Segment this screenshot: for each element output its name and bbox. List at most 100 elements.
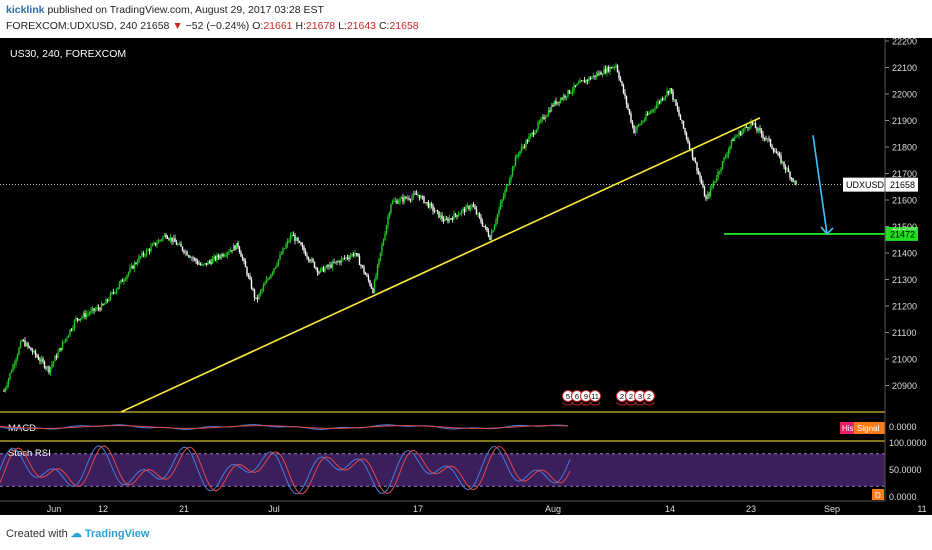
candle-body xyxy=(264,283,266,286)
candle-body xyxy=(273,268,275,273)
candle-body xyxy=(642,121,644,123)
candle-body xyxy=(132,265,134,269)
candle-body xyxy=(16,354,19,360)
candle-body xyxy=(778,153,781,156)
candle-body xyxy=(90,310,92,314)
candle-body xyxy=(316,268,319,273)
flag-icon xyxy=(643,401,655,406)
candle-body xyxy=(315,267,317,269)
candle-body xyxy=(655,104,658,109)
candle-body xyxy=(150,246,152,252)
candle-body xyxy=(429,203,431,208)
candle-body xyxy=(111,292,113,294)
candle-body xyxy=(667,91,670,94)
candle-body xyxy=(12,365,14,372)
stoch-y-tick: 50.0000 xyxy=(889,465,922,475)
candle-body xyxy=(588,77,590,81)
candle-body xyxy=(342,258,344,260)
event-marker-label: 2 xyxy=(629,392,633,401)
candle-body xyxy=(751,121,754,125)
candle-body xyxy=(18,347,20,355)
candle-body xyxy=(42,358,44,362)
x-tick-label: Jul xyxy=(268,504,280,514)
candle-body xyxy=(430,203,433,206)
candle-body xyxy=(720,168,722,172)
candle-body xyxy=(364,272,367,275)
candle-body xyxy=(414,193,416,195)
candle-body xyxy=(67,335,70,338)
candle-body xyxy=(6,384,8,389)
candle-body xyxy=(7,378,10,385)
hist-badge-bg xyxy=(840,422,858,434)
stoch-d-badge: D xyxy=(875,491,881,500)
candle-body xyxy=(265,279,268,284)
candle-body xyxy=(646,114,649,116)
candle-body xyxy=(715,178,718,182)
candle-body xyxy=(52,361,55,365)
candle-body xyxy=(531,132,533,135)
candle-body xyxy=(636,125,638,130)
candle-body xyxy=(295,237,298,241)
candle-body xyxy=(502,196,505,200)
tradingview-brand[interactable]: TradingView xyxy=(84,528,150,540)
candle-body xyxy=(138,256,140,263)
candle-body xyxy=(163,234,166,237)
candle-body xyxy=(522,146,524,148)
high-value: 21678 xyxy=(305,20,336,32)
candle-body xyxy=(390,204,392,213)
candle-body xyxy=(337,261,340,263)
candle-body xyxy=(400,197,403,199)
candle-body xyxy=(442,219,445,222)
candle-body xyxy=(286,241,289,245)
last-price: 21658 xyxy=(140,20,170,32)
x-tick-label: Sep xyxy=(824,504,840,514)
candle-body xyxy=(199,263,202,265)
candle-body xyxy=(375,275,377,281)
open-label: O: xyxy=(252,20,264,32)
candle-body xyxy=(577,83,580,85)
candle-body xyxy=(363,266,365,273)
candle-body xyxy=(198,263,200,265)
candle-body xyxy=(219,257,221,259)
candle-body xyxy=(76,317,79,320)
candle-body xyxy=(420,196,422,199)
candle-body xyxy=(249,276,251,280)
candle-body xyxy=(351,253,353,256)
candle-body xyxy=(396,200,398,204)
candle-body xyxy=(72,327,74,330)
candle-body xyxy=(169,237,172,240)
chart-area[interactable]: UDXUSD 21658 21472 5 6 9 11 2 2 3 2 MACD Hist Signal S… xyxy=(0,37,932,515)
candle-body xyxy=(501,199,503,204)
candle-body xyxy=(85,314,88,318)
candle-body xyxy=(609,67,611,72)
candle-body xyxy=(127,272,130,276)
candle-body xyxy=(148,249,151,252)
candle-body xyxy=(25,343,28,347)
candle-body xyxy=(486,227,488,232)
candle-body xyxy=(313,261,316,268)
candle-body xyxy=(519,150,521,155)
symbol-tag-bg xyxy=(843,177,885,192)
candle-body xyxy=(672,91,674,100)
candle-body xyxy=(444,218,446,222)
candle-body xyxy=(471,204,473,208)
candle-body xyxy=(181,246,184,251)
candle-body xyxy=(9,373,11,379)
candle-body xyxy=(387,217,389,226)
candle-body xyxy=(379,252,382,259)
author-link[interactable]: kicklink xyxy=(6,4,45,16)
candle-body xyxy=(663,97,665,100)
candle-body xyxy=(333,262,335,264)
candle-body xyxy=(358,256,361,266)
candle-body xyxy=(343,258,346,260)
candle-body xyxy=(786,168,788,170)
candle-body xyxy=(417,194,419,196)
candle-body xyxy=(327,265,329,267)
candle-body xyxy=(99,308,101,311)
candle-body xyxy=(64,338,67,342)
candle-body xyxy=(771,145,773,149)
candle-body xyxy=(189,256,191,258)
flag-icon xyxy=(634,401,646,406)
flag-icon xyxy=(625,401,637,406)
